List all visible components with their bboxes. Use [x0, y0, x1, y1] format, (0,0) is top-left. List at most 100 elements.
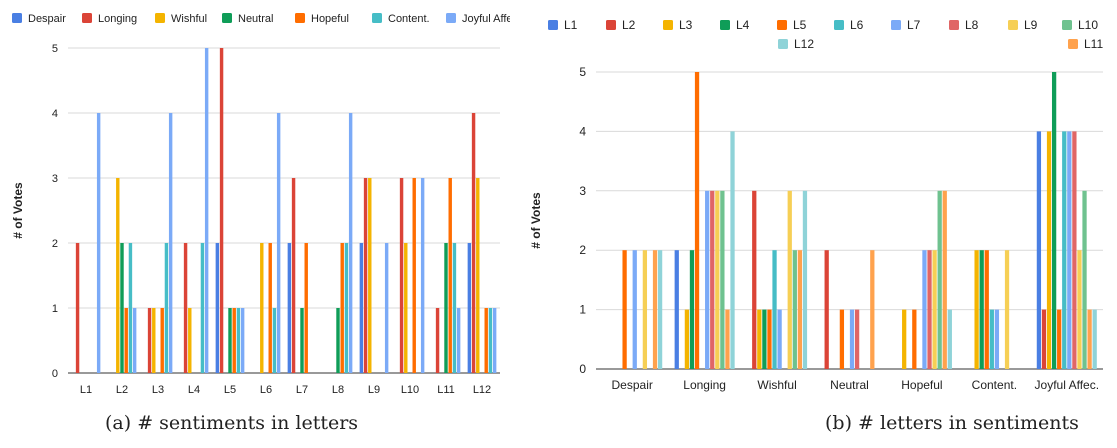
chart-a-x-tick-label: L7 — [296, 384, 308, 396]
chart-a-bar-l11-hopeful — [448, 178, 452, 373]
chart-b-bar-longing-l10 — [720, 190, 725, 369]
chart-b-legend-swatch — [1008, 20, 1018, 30]
chart-a-bar-l2-hopeful — [124, 308, 128, 373]
chart-b-bar-neutral-l8 — [854, 309, 860, 369]
chart-a-bar-l8-content — [344, 243, 349, 373]
chart-b-legend-label: L3 — [679, 18, 693, 32]
chart-b-legend-swatch — [548, 20, 558, 30]
chart-a-bar-l5-hopeful — [232, 308, 236, 373]
chart-a-legend-swatch — [82, 13, 92, 23]
chart-b-bar-despair-l12 — [657, 250, 663, 369]
chart-b-bar-joyful-affec-l10 — [1082, 190, 1087, 369]
chart-b-bar-neutral-l7 — [849, 309, 855, 369]
chart-b-bar-joyful-affec-l11 — [1087, 309, 1092, 369]
chart-a-legend-swatch — [372, 13, 382, 23]
chart-a-bar-l3-longing — [147, 308, 152, 373]
chart-b-x-tick-label: Longing — [683, 378, 726, 392]
chart-b-bar-hopeful-l7 — [922, 250, 927, 369]
chart-b-bar-joyful-affec-l12 — [1092, 309, 1097, 369]
chart-b-bar-longing-l4 — [689, 250, 695, 369]
chart-b-svg: L1 L2 L3 L4 L5 L6 L7 L8 L9 L10 L11 L12 0 1 2 3 4 5 # of Vo… — [529, 18, 1103, 392]
chart-b-bar-neutral-l5 — [839, 309, 845, 369]
chart-b-legend-swatch — [834, 20, 844, 30]
chart-b-legend-swatch — [949, 20, 959, 30]
chart-b-legend-label: L5 — [793, 18, 807, 32]
chart-b-bar-hopeful-l3 — [902, 309, 907, 369]
chart-a-bar-l6-joyful-affec — [276, 113, 281, 373]
chart-a-bar-l3-hopeful — [160, 308, 164, 373]
chart-a-legend-swatch — [295, 13, 305, 23]
chart-b-bar-longing-l3 — [684, 309, 690, 369]
chart-b-bar-joyful-affec-l3 — [1046, 131, 1052, 369]
chart-b-bar-wishful-l6 — [772, 250, 777, 369]
chart-b-bar-wishful-l2 — [752, 190, 757, 369]
chart-a-legend-swatch — [12, 13, 22, 23]
chart-b-bar-content-l6 — [989, 309, 994, 369]
chart-a-x-tick-label: L11 — [437, 384, 455, 396]
chart-b-bar-wishful-l4 — [762, 309, 767, 369]
chart-b-bar-content-l5 — [984, 250, 989, 369]
chart-a-bar-l9-despair — [359, 243, 364, 373]
chart-b-bar-neutral-l11 — [870, 250, 875, 369]
chart-a-x-tick-label: L2 — [116, 384, 128, 396]
chart-b-y-tick-label: 0 — [579, 362, 586, 376]
chart-b-y-tick-label: 1 — [579, 303, 586, 317]
chart-a-bar-l8-joyful-affec — [348, 113, 353, 373]
chart-b-legend-label: L11 — [1084, 37, 1103, 51]
chart-b-legend-swatch — [720, 20, 730, 30]
chart-a-bar-l3-joyful-affec — [168, 113, 173, 373]
chart-a-legend-label: Joyful Affec. — [462, 13, 510, 25]
chart-a-y-tick-label: 5 — [52, 43, 58, 55]
chart-b-legend-swatch — [891, 20, 901, 30]
chart-b-bar-longing-l7 — [705, 190, 710, 369]
chart-b-legend-swatch — [1068, 39, 1078, 49]
chart-a-bar-l4-joyful-affec — [204, 48, 209, 373]
chart-b-bar-joyful-affec-l1 — [1036, 131, 1042, 369]
chart-a-legend-item-wishful: Wishful — [155, 13, 207, 25]
chart-a-legend-item-despair: Despair — [12, 13, 66, 25]
chart-a-bar-l12-content — [488, 308, 493, 373]
chart-a-bar-l12-joyful-affec — [492, 308, 497, 373]
chart-a-x-tick-label: L1 — [80, 384, 92, 396]
chart-a-x-tick-label: L6 — [260, 384, 272, 396]
chart-a-bar-l5-joyful-affec — [240, 308, 245, 373]
chart-b-legend-swatch — [606, 20, 616, 30]
chart-b-bar-longing-l1 — [674, 250, 679, 369]
chart-b-legend-item-l5: L5 — [777, 18, 807, 32]
chart-a-legend-item-joyful-affec: Joyful Affec. — [446, 13, 510, 25]
chart-a-legend-item-longing: Longing — [82, 13, 137, 25]
chart-a-bar-l4-longing — [183, 243, 188, 373]
chart-b-legend-item-l7: L7 — [891, 18, 921, 32]
chart-a-legend-swatch — [446, 13, 456, 23]
chart-b-bar-joyful-affec-l7 — [1067, 131, 1072, 369]
chart-b-bar-longing-l8 — [710, 190, 715, 369]
chart-a-bar-l10-longing — [399, 178, 404, 373]
chart-b-bar-wishful-l11 — [797, 250, 803, 369]
chart-b-legend-item-l4: L4 — [720, 18, 750, 32]
caption-b: (b) # letters in sentiments — [825, 412, 1079, 434]
chart-b-x-tick-label: Despair — [612, 378, 653, 392]
chart-a-bar-l11-longing — [435, 308, 440, 373]
chart-b-legend-item-l6: L6 — [834, 18, 864, 32]
chart-a-bar-l6-content — [272, 308, 277, 373]
chart-a-x-tick-label: L8 — [332, 384, 344, 396]
chart-a-bar-l7-hopeful — [304, 243, 308, 373]
chart-a-bar-l5-despair — [215, 243, 220, 373]
chart-a-legend-swatch — [155, 13, 165, 23]
chart-a-legend-label: Neutral — [238, 13, 273, 25]
chart-a-bar-l10-wishful — [404, 243, 408, 373]
chart-b-bar-hopeful-l8 — [927, 250, 932, 369]
chart-a-bar-l5-longing — [219, 48, 224, 373]
chart-b-bar-wishful-l5 — [767, 309, 772, 369]
chart-a-bar-l2-content — [128, 243, 133, 373]
chart-a-bar-l5-content — [236, 308, 241, 373]
chart-b-bar-hopeful-l10 — [937, 190, 942, 369]
chart-a-bar-l3-content — [164, 243, 169, 373]
chart-a-bar-l3-wishful — [152, 308, 156, 373]
chart-a-bar-l2-joyful-affec — [132, 308, 137, 373]
chart-a-bar-l9-joyful-affec — [384, 243, 389, 373]
chart-b-legend-item-l2: L2 — [606, 18, 636, 32]
chart-a-legend-label: Content. — [388, 13, 430, 25]
chart-b-legend-swatch — [1062, 20, 1072, 30]
chart-b-bar-wishful-l10 — [792, 250, 797, 369]
